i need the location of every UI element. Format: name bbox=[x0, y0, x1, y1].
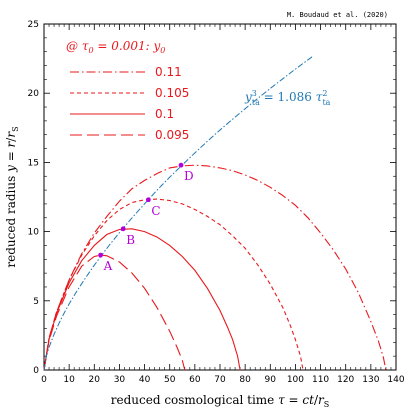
credit-text: M. Boudaud et al. (2020) bbox=[287, 11, 388, 19]
y-axis-title: reduced radius y = r/rS bbox=[4, 126, 20, 267]
axis-ticks bbox=[43, 23, 397, 371]
turnaround-point-C bbox=[145, 197, 151, 203]
turnaround-point-D bbox=[178, 162, 184, 168]
x-tick-label: 90 bbox=[265, 375, 277, 385]
x-tick-label: 10 bbox=[63, 375, 75, 385]
x-tick-label: 50 bbox=[164, 375, 176, 385]
turnaround-group bbox=[43, 55, 314, 371]
x-tick-label: 110 bbox=[312, 375, 329, 385]
tick-labels: 0 10 20 30 40 50 60 70 80 90 100 110 120 130 140 0 5 10 15… bbox=[28, 20, 405, 385]
x-tick-label: 80 bbox=[239, 375, 251, 385]
y-tick-label: 15 bbox=[28, 158, 39, 168]
x-tick-label: 70 bbox=[214, 375, 226, 385]
series-line-y0-0.105 bbox=[43, 198, 304, 371]
legend-label-0.105: 0.105 bbox=[155, 86, 189, 100]
point-label-B: B bbox=[126, 233, 135, 247]
legend-label-0.095: 0.095 bbox=[155, 128, 189, 142]
legend-label-0.11: 0.11 bbox=[155, 65, 182, 79]
x-tick-label: 30 bbox=[114, 375, 126, 385]
turnaround-curve bbox=[43, 55, 314, 371]
y-tick-label: 5 bbox=[33, 297, 39, 307]
x-tick-label: 130 bbox=[362, 375, 379, 385]
plot-frame bbox=[43, 23, 397, 371]
legend-header: @ τ0 = 0.001: y0 bbox=[66, 39, 165, 55]
series-group bbox=[43, 164, 387, 371]
turnaround-label: y3 ta = 1.086 τ2 ta bbox=[244, 89, 331, 107]
x-tick-label: 60 bbox=[189, 375, 201, 385]
series-line-y0-0.1 bbox=[43, 228, 241, 371]
x-tick-label: 0 bbox=[41, 375, 47, 385]
y-tick-label: 20 bbox=[28, 89, 40, 99]
point-label-A: A bbox=[103, 259, 113, 273]
y-tick-label: 0 bbox=[33, 366, 39, 376]
legend-entries: 0.11 0.105 0.1 0.095 bbox=[70, 65, 189, 142]
points-group: AB C D bbox=[98, 162, 194, 273]
turnaround-point-B bbox=[120, 226, 126, 232]
series-line-y0-0.095 bbox=[43, 254, 186, 371]
point-label-C: C bbox=[151, 204, 160, 218]
x-tick-label: 120 bbox=[337, 375, 354, 385]
y-tick-label: 25 bbox=[28, 20, 39, 30]
x-tick-label: 100 bbox=[287, 375, 304, 385]
x-tick-label: 20 bbox=[89, 375, 101, 385]
series-line-y0-0.11 bbox=[43, 164, 387, 371]
y-tick-label: 10 bbox=[28, 228, 40, 238]
x-tick-label: 40 bbox=[139, 375, 151, 385]
x-axis-title: reduced cosmological time τ = ct/rS bbox=[111, 393, 330, 409]
turnaround-point-A bbox=[98, 252, 103, 258]
legend-label-0.1: 0.1 bbox=[155, 107, 174, 121]
x-tick-label: 140 bbox=[387, 375, 404, 385]
point-label-D: D bbox=[184, 169, 194, 183]
legend: @ τ0 = 0.001: y0 0.11 0.105 0.1 0.095 bbox=[66, 39, 189, 142]
